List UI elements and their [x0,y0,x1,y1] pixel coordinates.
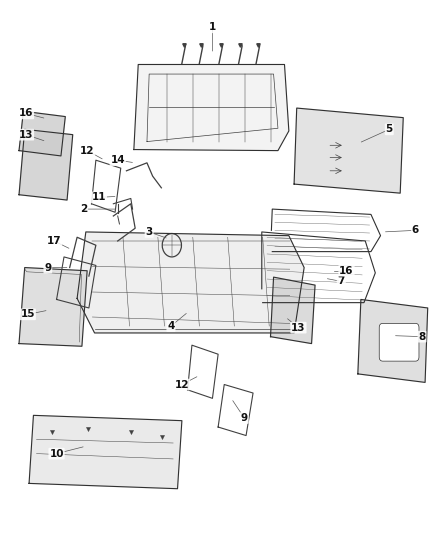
Polygon shape [134,64,289,151]
Text: 13: 13 [291,322,306,333]
Polygon shape [19,111,65,156]
Text: 16: 16 [339,266,354,276]
Text: 12: 12 [175,379,189,390]
Text: 15: 15 [21,309,35,319]
Text: 4: 4 [167,321,175,331]
Polygon shape [29,415,182,489]
Polygon shape [294,108,403,193]
Text: 11: 11 [92,192,106,203]
Text: 9: 9 [44,263,51,272]
Polygon shape [19,130,73,200]
Text: 14: 14 [110,155,125,165]
FancyBboxPatch shape [379,324,419,361]
Text: 12: 12 [80,146,95,156]
Text: 5: 5 [385,124,393,134]
Text: 1: 1 [209,22,216,33]
Text: 2: 2 [80,204,87,214]
Text: 13: 13 [19,130,33,140]
Text: 9: 9 [241,413,248,423]
Text: 6: 6 [412,225,419,236]
Text: 3: 3 [145,227,153,237]
Text: 7: 7 [338,277,345,286]
Polygon shape [77,232,304,333]
Text: 10: 10 [49,449,64,458]
Text: 17: 17 [47,236,61,246]
Polygon shape [19,268,87,346]
Text: 16: 16 [19,108,33,118]
Polygon shape [358,300,427,382]
Polygon shape [271,277,315,344]
Text: 8: 8 [418,332,426,342]
